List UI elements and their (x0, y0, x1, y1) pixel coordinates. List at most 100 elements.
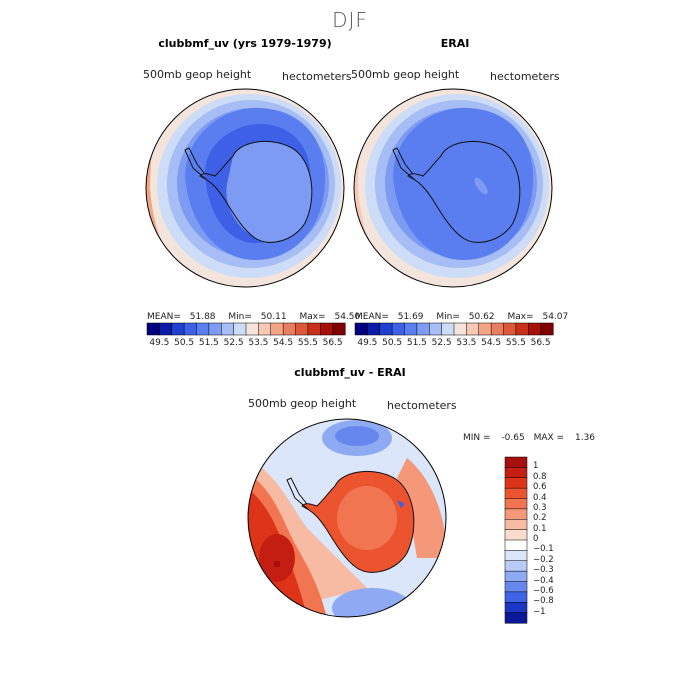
panel2-colorbar-swatch (453, 322, 467, 336)
panel1-colorbar-tick-label: 50.5 (174, 338, 195, 348)
panel1-colorbar-swatch (171, 322, 185, 336)
map1-antarctica-fill (226, 141, 312, 243)
panel1-min-label: Min= (228, 312, 252, 322)
panel1-colorbar-swatch (233, 322, 247, 336)
map2-coastline (407, 140, 521, 243)
panel2-colorbar-swatch (379, 322, 393, 336)
panel3-colorbar-tick-label: −1 (533, 606, 546, 617)
panel3-colorbar-swatch (504, 529, 528, 541)
panel2-colorbar-swatch (367, 322, 381, 336)
panel3-colorbar-tick-label: 0 (533, 534, 539, 544)
panel3-colorbar-swatch (504, 570, 528, 583)
panel3-variable: 500mb geop height (248, 397, 357, 410)
panel1-colorbar-tick-label: 55.5 (297, 338, 318, 348)
panel2-colorbar-swatch (490, 322, 505, 336)
map2-border (353, 88, 553, 288)
map1-border (145, 88, 345, 288)
panel2-colorbar-swatch (540, 322, 554, 336)
panel1-colorbar-swatch (221, 322, 235, 336)
panel1-stats: MEAN= 51.88 Min= 50.11 Max= 54.50 (147, 312, 360, 322)
map3-darkred-west (259, 534, 295, 582)
panel3-polar-map (247, 418, 447, 618)
panel2-colorbar-swatch (478, 322, 492, 336)
panel1-colorbar-swatch (245, 322, 259, 336)
panel1-colorbar-swatch (307, 322, 321, 336)
panel2-colorbar-swatch (441, 322, 455, 336)
panel1-colorbar-swatch (270, 322, 284, 336)
panel2-colorbar (354, 322, 554, 336)
panel3-colorbar-tick-label: 0.3 (533, 502, 547, 513)
panel1-mean-value: 51.88 (189, 312, 216, 322)
panel3-stats: MIN = -0.65 MAX = 1.36 (463, 433, 595, 443)
panel3-colorbar-tick-label: 0.4 (533, 492, 547, 503)
panel2-colorbar-tick-label: 49.5 (357, 338, 378, 348)
panel1-colorbar-swatch (320, 322, 334, 336)
map2-antarctica-fill (434, 141, 520, 243)
panel3-colorbar (504, 456, 528, 624)
map3-antarctica-interior (337, 486, 397, 550)
panel1-colorbar-swatch (146, 322, 160, 336)
panel1-mean-label: MEAN= (147, 312, 181, 322)
panel2-colorbar-swatch (515, 322, 529, 336)
panel3-colorbar-swatch (504, 467, 528, 479)
panel1-variable: 500mb geop height (143, 68, 252, 81)
panel1-units: hectometers (282, 70, 352, 83)
panel3-title: clubbmf_uv - ERAI (294, 366, 406, 379)
panel3-colorbar-tick-label: 1 (533, 461, 539, 472)
panel2-colorbar-tick-label: 51.5 (406, 338, 427, 348)
panel1-colorbar-swatch (208, 322, 222, 336)
panel3-colorbar-swatch (504, 477, 528, 489)
panel2-mean-value: 51.69 (397, 312, 424, 322)
panel2-min-label: Min= (436, 312, 460, 322)
panel3-colorbar-tick-label: 0.6 (533, 482, 547, 493)
panel2-mean-label: MEAN= (355, 312, 389, 322)
panel1-title: clubbmf_uv (yrs 1979-1979) (158, 37, 332, 50)
map3-cool-north-core (335, 426, 379, 446)
panel1-colorbar-ticks: 49.5 50.5 51.5 52.5 53.5 54.5 55.5 56.5 (147, 338, 345, 350)
panel2-colorbar-ticks: 49.5 50.5 51.5 52.5 53.5 54.5 55.5 56.5 (355, 338, 553, 350)
panel2-max-value: 54.07 (542, 312, 569, 322)
panel1-colorbar-swatch (295, 322, 309, 336)
panel2-colorbar-tick-label: 55.5 (505, 338, 526, 348)
panel2-colorbar-tick-label: 54.5 (481, 338, 502, 348)
panel2-title: ERAI (440, 37, 470, 50)
panel3-min-label: MIN = (463, 433, 491, 443)
map3-cold-spot (397, 500, 405, 508)
panel3-colorbar-tick-label: −0.2 (533, 554, 554, 565)
panel2-colorbar-tick-label: 50.5 (382, 338, 403, 348)
panel1-polar-map (145, 88, 345, 288)
panel2-colorbar-swatch (416, 322, 430, 336)
panel1-colorbar-tick-label: 51.5 (198, 338, 219, 348)
panel3-colorbar-tick-label: −0.3 (533, 565, 554, 576)
panel3-colorbar-swatch (504, 498, 528, 510)
panel1-colorbar-swatch (196, 322, 210, 336)
map3-max-spot (274, 561, 280, 567)
panel3-colorbar-swatch (504, 508, 528, 520)
panel1-max-label: Max= (299, 312, 326, 322)
map2-peninsula (392, 147, 416, 181)
map3-peninsula (286, 477, 310, 511)
panel3-colorbar-swatch (504, 456, 528, 468)
panel3-colorbar-tick-label: −0.1 (533, 544, 554, 555)
map2-high-spot (474, 177, 488, 195)
panel3-max-value: 1.36 (574, 433, 596, 443)
panel3-colorbar-swatch (504, 560, 528, 572)
panel1-colorbar-tick-label: 49.5 (149, 338, 170, 348)
panel1-colorbar-swatch (258, 322, 272, 336)
panel2-min-value: 50.62 (468, 312, 495, 322)
panel3-colorbar-swatch (504, 612, 528, 624)
map1-peninsula (184, 147, 208, 181)
panel1-max-value: 54.50 (334, 312, 361, 322)
panel1-colorbar-swatch (282, 322, 297, 336)
panel3-colorbar-tick-label: −0.4 (533, 575, 554, 586)
panel3-max-label: MAX = (533, 433, 565, 443)
panel2-units: hectometers (490, 70, 560, 83)
panel3-colorbar-swatch (504, 539, 528, 551)
panel3-colorbar-swatch (504, 550, 528, 562)
panel3-colorbar-tick-label: 0.2 (533, 513, 547, 524)
panel1-colorbar-swatch (183, 322, 198, 336)
panel2-colorbar-swatch (354, 322, 368, 336)
panel3-colorbar-swatch (504, 581, 528, 593)
panel2-colorbar-swatch (503, 322, 517, 336)
panel2-colorbar-swatch (466, 322, 480, 336)
